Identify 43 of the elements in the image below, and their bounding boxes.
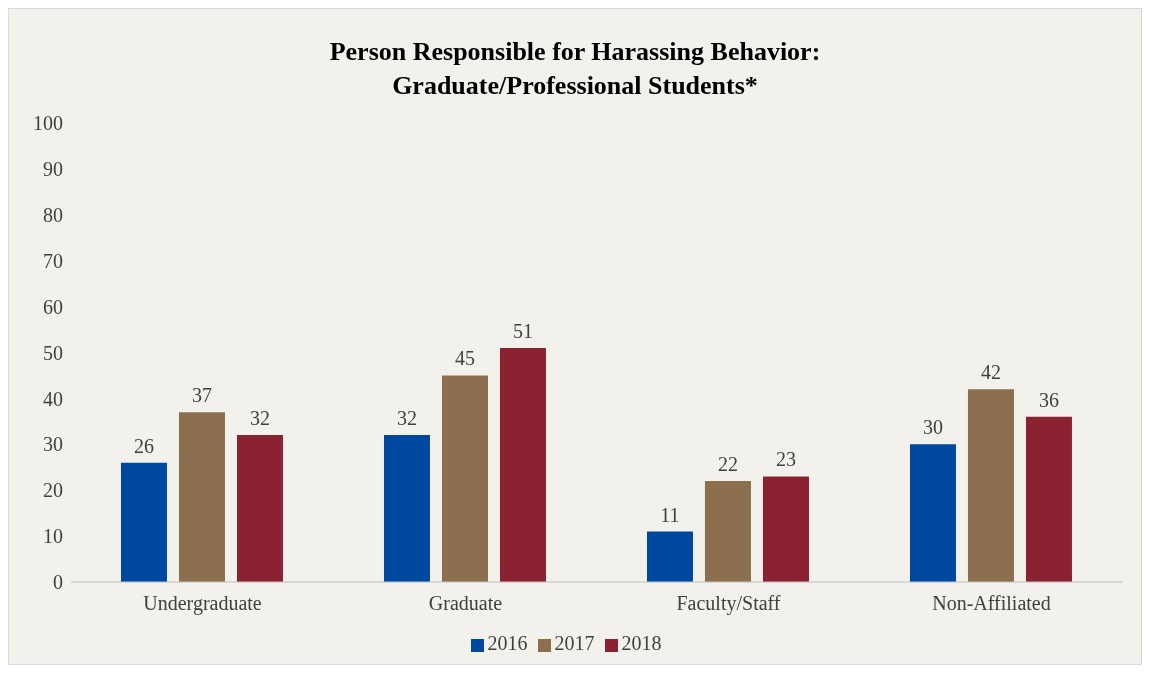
bar (762, 476, 809, 582)
bar (383, 435, 430, 582)
x-tick-label: Non-Affiliated (932, 592, 1051, 615)
legend-label: 2017 (554, 632, 595, 654)
data-label: 22 (717, 453, 738, 476)
data-label: 32 (249, 407, 270, 430)
chart-title: Person Responsible for Harassing Behavior: Graduate/Professional Students* (328, 36, 822, 102)
y-tick-label: 50 (43, 341, 63, 364)
y-tick-label: 40 (43, 387, 63, 410)
data-label: 42 (980, 361, 1001, 384)
data-label: 37 (191, 384, 212, 407)
bar (441, 375, 488, 582)
x-tick-label: Undergraduate (143, 592, 262, 616)
y-tick-label: 70 (43, 249, 63, 272)
bar (236, 435, 283, 582)
bar (704, 481, 751, 582)
x-tick-label: Faculty/Staff (676, 592, 781, 616)
y-tick-label: 100 (33, 112, 63, 135)
data-label: 36 (1038, 388, 1059, 411)
x-tick-label: Graduate (428, 592, 503, 615)
bar (646, 531, 693, 582)
y-tick-label: 20 (43, 479, 63, 502)
y-tick-label: 80 (43, 203, 63, 226)
legend-label: 2018 (621, 632, 662, 654)
bar (178, 412, 225, 582)
bar (967, 389, 1014, 582)
y-tick-label: 10 (43, 525, 63, 548)
legend-label: 2016 (487, 632, 528, 654)
bar (499, 347, 546, 582)
y-tick-label: 30 (43, 433, 63, 456)
y-tick-label: 0 (53, 571, 63, 594)
data-label: 23 (775, 448, 796, 471)
data-label: 51 (512, 319, 533, 342)
data-label: 45 (454, 347, 475, 370)
data-label: 11 (660, 503, 680, 526)
data-label: 26 (133, 434, 154, 457)
bar (120, 462, 167, 582)
bar (1025, 416, 1072, 582)
bar (909, 444, 956, 582)
y-tick-label: 60 (43, 295, 63, 318)
y-tick-label: 90 (43, 158, 63, 180)
data-label: 32 (396, 407, 417, 430)
data-label: 30 (922, 416, 943, 439)
